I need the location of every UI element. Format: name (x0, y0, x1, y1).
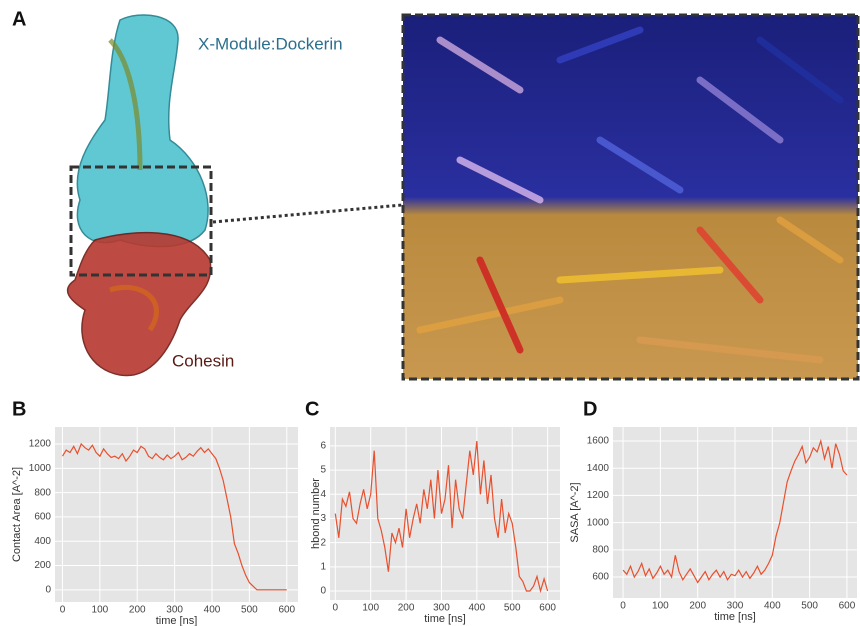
panel-label: C (305, 398, 319, 420)
y-tick-label: 2 (320, 537, 326, 548)
y-tick-label: 200 (34, 560, 51, 571)
x-tick-label: 300 (727, 601, 744, 612)
panel-a: A X-Module:Dockerin Cohesin (12, 8, 860, 381)
x-tick-label: 200 (398, 603, 415, 614)
x-tick-label: 400 (204, 605, 221, 616)
x-tick-label: 100 (652, 601, 669, 612)
x-tick-label: 0 (60, 605, 66, 616)
y-tick-label: 6 (320, 441, 326, 452)
dockerin-label: X-Module:Dockerin (198, 34, 343, 53)
zoom-box (69, 165, 213, 277)
x-tick-label: 600 (539, 603, 556, 614)
plot-area (55, 427, 298, 602)
y-axis-title: Contact Area [A^-2] (11, 467, 23, 562)
x-axis-title: time [ns] (714, 611, 756, 623)
y-tick-label: 800 (34, 487, 51, 498)
backbone (108, 38, 143, 171)
x-tick-label: 200 (129, 605, 146, 616)
chart: C 0 1 2 3 4 5 6 0 100 200 300 400 500 600 time [ns] hbon… (305, 398, 560, 625)
y-tick-label: 3 (320, 513, 326, 524)
y-tick-label: 0 (320, 586, 326, 597)
y-tick-label: 800 (592, 544, 609, 555)
zoom-connector (212, 203, 403, 224)
panel-label: D (583, 398, 597, 420)
data-line (622, 438, 848, 584)
y-tick-label: 1200 (29, 439, 52, 450)
backbone (109, 284, 159, 332)
x-tick-label: 500 (241, 605, 258, 616)
y-tick-label: 1000 (29, 463, 52, 474)
chart: B 0 200 400 600 800 1000 1200 0 100 200 300 400 500 60… (11, 398, 298, 626)
x-axis-title: time [ns] (424, 613, 466, 625)
y-tick-label: 1200 (587, 490, 610, 501)
dockerin-surface (76, 14, 209, 248)
x-tick-label: 0 (333, 603, 339, 614)
sticks (416, 26, 844, 364)
x-tick-label: 500 (504, 603, 521, 614)
x-tick-label: 300 (433, 603, 450, 614)
panel-label: A (12, 8, 26, 30)
y-tick-label: 4 (320, 489, 326, 500)
y-tick-label: 1600 (587, 436, 610, 447)
y-tick-label: 0 (45, 584, 51, 595)
y-tick-label: 400 (34, 536, 51, 547)
y-axis-title: hbond number (310, 478, 322, 549)
plot-area (330, 427, 560, 600)
y-tick-label: 1000 (587, 517, 610, 528)
x-tick-label: 600 (278, 605, 295, 616)
x-tick-label: 100 (92, 605, 109, 616)
chart: D 600 800 1000 1200 1400 1600 0 100 200 300 400 500 6… (569, 398, 857, 623)
panel-label: B (12, 398, 26, 420)
y-tick-label: 1 (320, 561, 326, 572)
y-tick-label: 1400 (587, 463, 610, 474)
y-tick-label: 600 (34, 512, 51, 523)
x-tick-label: 600 (839, 601, 856, 612)
y-tick-label: 5 (320, 465, 326, 476)
x-tick-label: 300 (166, 605, 183, 616)
x-axis-title: time [ns] (156, 615, 198, 626)
cohesin-label: Cohesin (172, 351, 234, 370)
zoom-frame (401, 13, 860, 381)
y-axis-title: SASA [A^-2] (569, 482, 581, 542)
x-tick-label: 200 (689, 601, 706, 612)
x-tick-label: 400 (764, 601, 781, 612)
x-tick-label: 400 (469, 603, 486, 614)
x-tick-label: 500 (801, 601, 818, 612)
zoom-view (403, 15, 858, 379)
x-tick-label: 100 (362, 603, 379, 614)
y-tick-label: 600 (592, 572, 609, 583)
x-tick-label: 0 (620, 601, 626, 612)
cohesin-surface (66, 231, 212, 377)
data-line (334, 440, 549, 594)
data-line (61, 442, 287, 591)
